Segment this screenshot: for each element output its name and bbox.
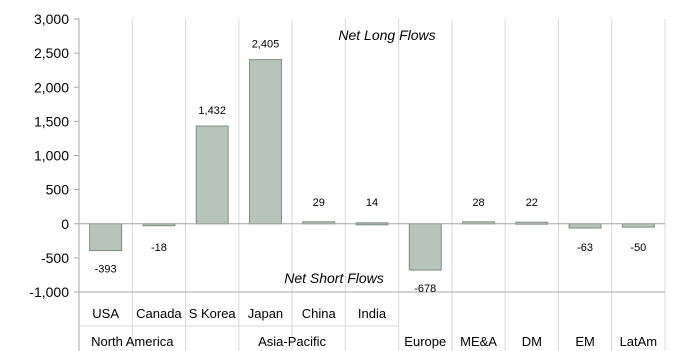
- data-label: 1,432: [198, 105, 226, 117]
- category-label: USA: [92, 306, 119, 321]
- data-label: 14: [366, 197, 378, 209]
- bar-s-korea: [195, 125, 229, 225]
- axis-layer: -1,000 -500 0 500 1,000 1,500 2,000 2,500 3,000: [29, 11, 665, 351]
- group-label: EM: [575, 334, 595, 349]
- y-tick-label: -1,000: [29, 284, 69, 300]
- bar-japan: [248, 59, 282, 225]
- bar-usa: [89, 223, 123, 252]
- data-label: -18: [151, 242, 167, 254]
- data-label: 28: [472, 197, 484, 209]
- category-label: Canada: [136, 306, 182, 321]
- bar-layer: [89, 59, 655, 271]
- y-tick-label: 1,000: [34, 148, 69, 164]
- y-tick-label: 2,500: [34, 45, 69, 61]
- category-label: China: [302, 306, 337, 321]
- bar-latam: [621, 223, 655, 228]
- y-tick-label: 1,500: [34, 113, 69, 129]
- group-label: ME&A: [460, 334, 497, 349]
- y-tick-label: 3,000: [34, 11, 69, 27]
- group-label: Asia-Pacific: [258, 334, 326, 349]
- data-label: 29: [313, 197, 325, 209]
- group-label: DM: [522, 334, 542, 349]
- label-layer: -393 -18 1,432 2,405 29 14 -678 28 22 -63 -50 USA Ca…: [91, 39, 657, 349]
- annotation-net-short: Net Short Flows: [284, 270, 384, 286]
- data-label: -50: [630, 242, 646, 254]
- data-label: -63: [577, 242, 593, 254]
- data-label: 2,405: [252, 39, 280, 51]
- y-tick-label: 0: [61, 216, 69, 232]
- group-label: LatAm: [620, 334, 658, 349]
- data-label: -393: [95, 264, 117, 276]
- grid-layer: [131, 19, 666, 351]
- data-label: 22: [526, 197, 538, 209]
- y-tick-label: -500: [41, 250, 69, 266]
- y-tick-label: 500: [46, 182, 70, 198]
- y-tick-label: 2,000: [34, 79, 69, 95]
- annotation-net-long: Net Long Flows: [338, 27, 435, 43]
- category-label: S Korea: [189, 306, 237, 321]
- bar-em: [568, 223, 602, 229]
- group-label: North America: [91, 334, 174, 349]
- bar-europe: [408, 223, 442, 271]
- category-label: Japan: [248, 306, 283, 321]
- group-label: Europe: [404, 334, 446, 349]
- category-label: India: [358, 306, 387, 321]
- data-label: -678: [414, 283, 436, 295]
